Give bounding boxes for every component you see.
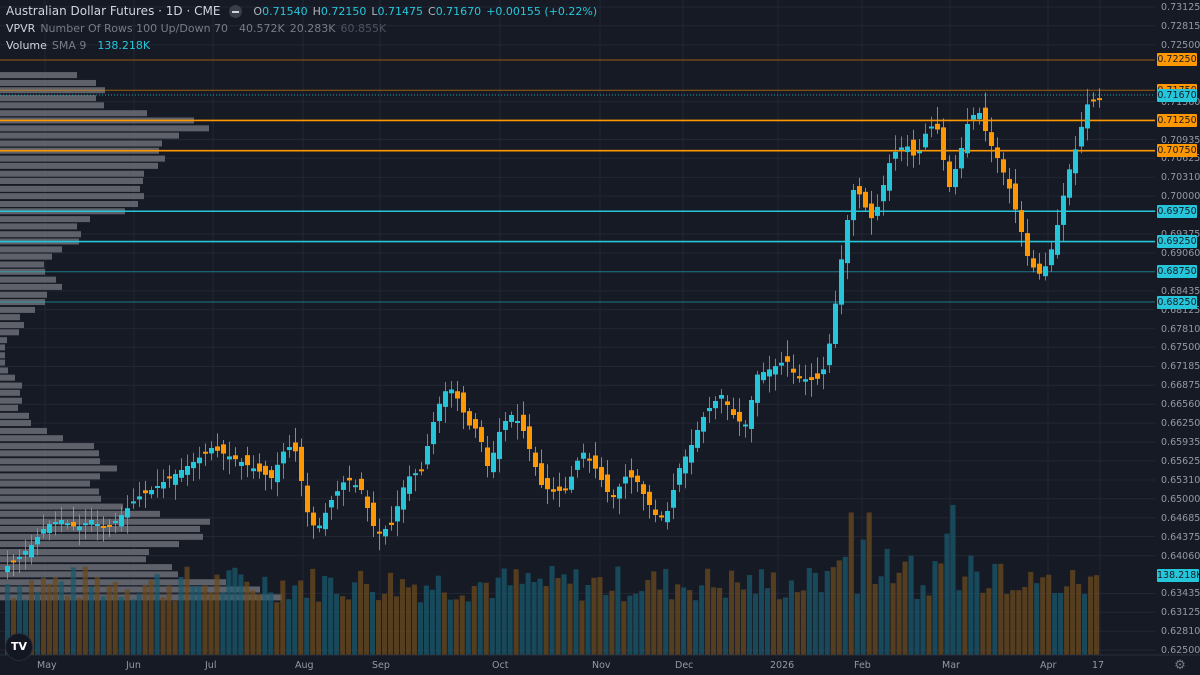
ohlc-change: +0.00155 (+0.22%) xyxy=(486,5,598,18)
vpvr-params: Number Of Rows 100 Up/Down 70 xyxy=(40,22,229,35)
tradingview-logo-icon[interactable]: TV xyxy=(5,633,33,661)
price-tick: 0.73125 xyxy=(1161,2,1200,13)
price-tick: 0.72500 xyxy=(1161,39,1200,51)
price-tick: 0.70310 xyxy=(1161,172,1200,184)
chart-legend: Australian Dollar Futures · 1D · CME O0.… xyxy=(6,3,597,54)
price-tick: 0.64375 xyxy=(1161,531,1200,543)
current-price-label: 0.71670 xyxy=(1157,88,1197,102)
price-tick: 0.67500 xyxy=(1161,342,1200,354)
volume-value: 138.218K xyxy=(97,39,151,52)
level-price-label: 0.70750 xyxy=(1157,144,1197,158)
time-tick: Dec xyxy=(675,660,694,671)
vpvr-total: 60.855K xyxy=(340,22,387,35)
level-price-label: 0.69750 xyxy=(1157,204,1197,218)
price-tick: 0.72815 xyxy=(1161,20,1200,32)
price-tick: 0.68435 xyxy=(1161,285,1200,297)
price-tick: 0.66560 xyxy=(1161,399,1200,411)
vpvr-down: 20.283K xyxy=(289,22,336,35)
time-tick: Aug xyxy=(295,660,314,671)
time-tick: Feb xyxy=(854,660,871,671)
price-tick: 0.67185 xyxy=(1161,361,1200,373)
price-tick: 0.63125 xyxy=(1161,607,1200,619)
level-price-label: 0.71250 xyxy=(1157,113,1197,127)
price-tick: 0.70000 xyxy=(1161,191,1200,203)
settings-gear-icon[interactable]: ⚙ xyxy=(1174,658,1186,673)
volume-legend[interactable]: Volume SMA 9 138.218K xyxy=(6,37,597,54)
level-price-label: 0.68250 xyxy=(1157,295,1197,309)
price-tick: 0.71560 xyxy=(1161,96,1200,108)
symbol-title[interactable]: Australian Dollar Futures · 1D · CME xyxy=(6,4,221,18)
level-price-label: 0.68750 xyxy=(1157,265,1197,279)
ohlc-low: L0.71475 xyxy=(371,5,423,18)
price-tick: 0.70625 xyxy=(1161,153,1200,165)
price-tick: 0.66250 xyxy=(1161,418,1200,430)
price-tick: 0.66875 xyxy=(1161,380,1200,392)
price-tick: 0.62810 xyxy=(1161,626,1200,638)
time-tick: Jul xyxy=(205,660,217,671)
vpvr-legend[interactable]: VPVR Number Of Rows 100 Up/Down 70 40.57… xyxy=(6,20,597,37)
level-price-label: 0.72250 xyxy=(1157,53,1197,67)
price-tick: 0.64685 xyxy=(1161,512,1200,524)
ohlc-close: C0.71670 xyxy=(428,5,482,18)
vpvr-name: VPVR xyxy=(6,22,36,35)
collapse-icon[interactable] xyxy=(229,5,243,18)
price-tick: 0.70935 xyxy=(1161,134,1200,146)
price-tick: 0.63435 xyxy=(1161,588,1200,600)
ohlc-open: O0.71540 xyxy=(253,5,308,18)
level-price-label: 0.69250 xyxy=(1157,235,1197,248)
time-tick: Mar xyxy=(942,660,960,671)
volume-sma-label: 138.218K xyxy=(1157,569,1200,582)
price-tick: 0.67810 xyxy=(1161,323,1200,335)
time-tick: Apr xyxy=(1040,660,1057,671)
price-tick: 0.64060 xyxy=(1161,550,1200,562)
vpvr-up: 40.572K xyxy=(239,22,285,35)
time-tick: 17 xyxy=(1092,660,1105,671)
time-tick: Jun xyxy=(126,660,141,671)
price-tick: 0.62500 xyxy=(1161,645,1200,657)
price-tick: 0.65625 xyxy=(1161,455,1200,467)
ohlc-high: H0.72150 xyxy=(312,5,367,18)
price-tick: 0.65935 xyxy=(1161,437,1200,449)
time-tick: Oct xyxy=(492,660,509,671)
volume-name: Volume xyxy=(6,39,47,52)
price-tick: 0.65000 xyxy=(1161,493,1200,505)
time-tick: Nov xyxy=(592,660,611,671)
price-tick: 0.69060 xyxy=(1161,248,1200,259)
symbol-row: Australian Dollar Futures · 1D · CME O0.… xyxy=(6,3,597,20)
price-tick: 0.65310 xyxy=(1161,474,1200,486)
time-tick: May xyxy=(37,660,57,671)
price-tick: 0.69375 xyxy=(1161,229,1200,240)
volume-params: SMA 9 xyxy=(51,39,87,52)
price-tick: 0.68125 xyxy=(1161,304,1200,316)
time-tick: 2026 xyxy=(770,660,795,671)
time-tick: Sep xyxy=(372,660,390,671)
